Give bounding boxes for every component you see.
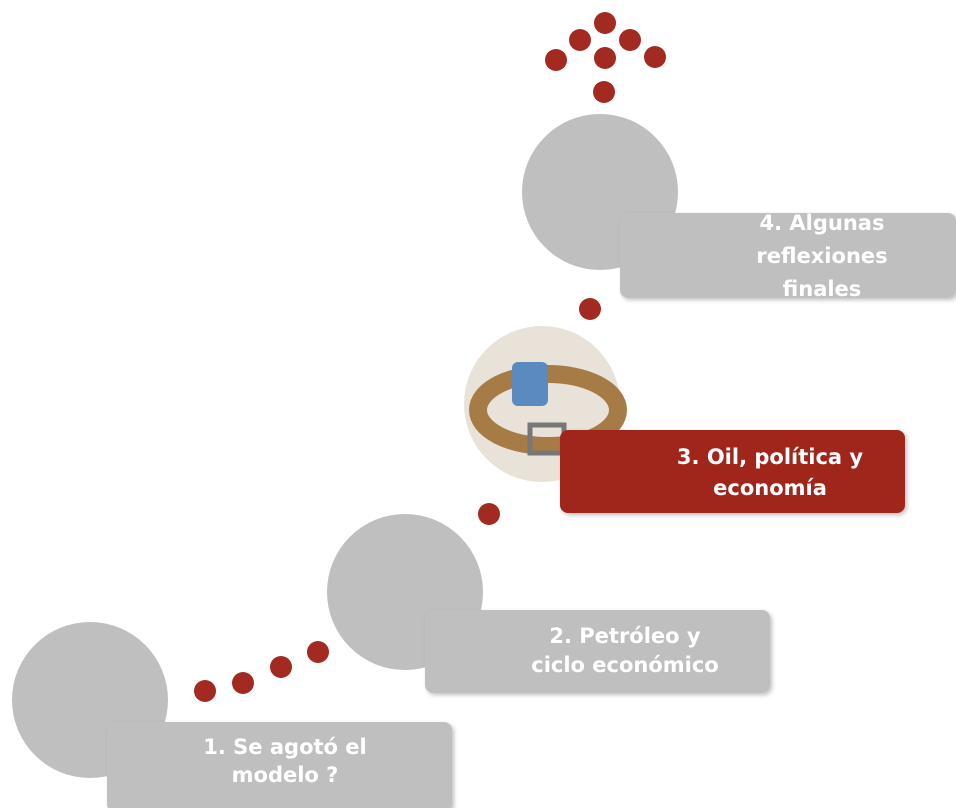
dot xyxy=(644,46,666,68)
dot xyxy=(478,503,500,525)
step-label: modelo ? xyxy=(232,763,339,787)
dot xyxy=(594,12,616,34)
step-label: economía xyxy=(713,476,827,500)
step-label: 2. Petróleo y xyxy=(549,624,701,648)
dot xyxy=(307,641,329,663)
dot xyxy=(545,49,567,71)
dot xyxy=(194,680,216,702)
dot xyxy=(232,672,254,694)
dot xyxy=(569,29,591,51)
step-label: 4. Algunas xyxy=(760,211,885,235)
step-box xyxy=(560,430,905,513)
step-box xyxy=(425,610,770,693)
step-box xyxy=(620,213,956,298)
step-box xyxy=(107,722,452,808)
figure xyxy=(512,362,548,406)
dot xyxy=(579,298,601,320)
step-text: 4. Algunas reflexiones finales xyxy=(756,211,887,301)
dot xyxy=(270,656,292,678)
dot xyxy=(619,29,641,51)
step-label: 1. Se agotó el xyxy=(203,735,366,759)
step-label: finales xyxy=(783,277,862,301)
dot xyxy=(594,47,616,69)
step-label: 3. Oil, política y xyxy=(677,445,863,469)
dots xyxy=(194,12,666,702)
dot xyxy=(593,81,615,103)
step-label: ciclo económico xyxy=(531,653,718,677)
step-label: reflexiones xyxy=(756,244,887,268)
